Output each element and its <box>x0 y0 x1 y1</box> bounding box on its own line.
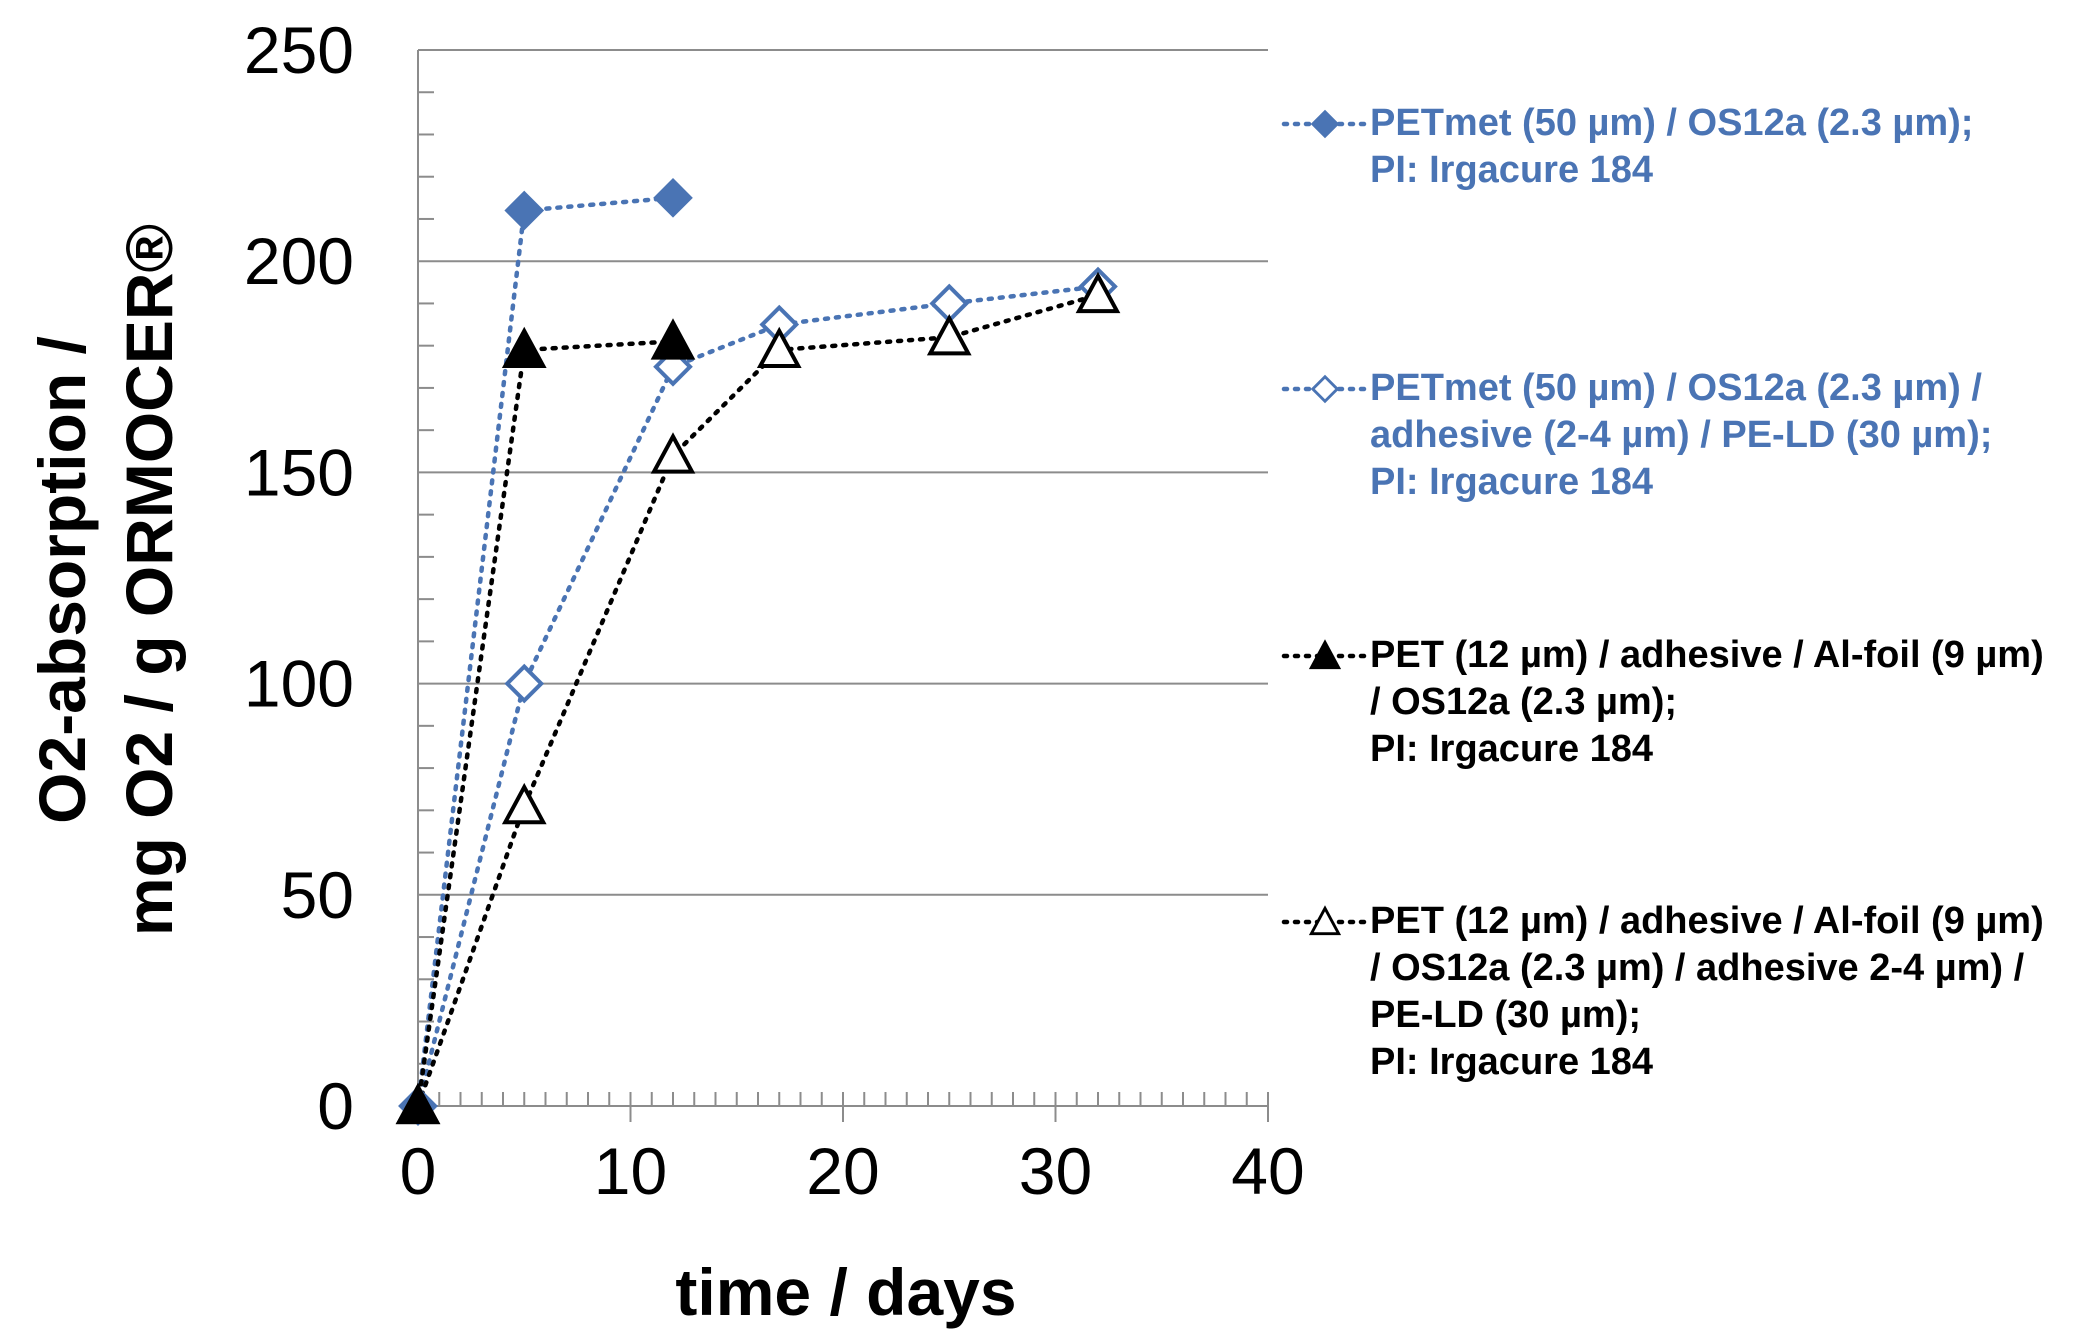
y-axis-title-line1: O2-absorption / <box>25 336 99 824</box>
y-tick-label: 200 <box>244 224 354 298</box>
y-axis-title-line2: mg O2 / g ORMOCER® <box>112 224 186 936</box>
x-axis-title: time / days <box>675 1255 1016 1329</box>
series-line-1 <box>415 195 676 1109</box>
series-1-point <box>653 178 693 218</box>
series-3-point <box>650 318 696 360</box>
legend-label-4: PET (12 µm) / adhesive / Al-foil (9 µm) … <box>1370 900 2044 1083</box>
legend-symbol-1 <box>1281 109 1369 139</box>
series-4-point <box>650 432 696 474</box>
series-3-point <box>395 1082 441 1125</box>
legend-symbol-2 <box>1281 374 1369 404</box>
legend-marker <box>1308 639 1342 670</box>
legend-label-1: PETmet (50 µm) / OS12a (2.3 µm); PI: Irg… <box>1370 102 1974 191</box>
y-tick-label: 250 <box>244 13 354 87</box>
y-tick-label: 50 <box>281 858 354 932</box>
legend-label-2: PETmet (50 µm) / OS12a (2.3 µm) / adhesi… <box>1370 367 1993 503</box>
series-2-point <box>504 663 545 704</box>
legend-marker <box>1310 109 1340 139</box>
tick-labels: 0 50 100 150 200 250 0 10 20 30 40 <box>244 13 1305 1208</box>
series-layer <box>395 178 1121 1126</box>
gridlines <box>418 49 1268 896</box>
x-tick-label: 30 <box>1019 1134 1092 1208</box>
series-line-2 <box>415 284 1101 1109</box>
x-tick-label: 10 <box>594 1134 667 1208</box>
axes <box>417 50 1269 1122</box>
series-line-4 <box>415 292 1101 1109</box>
y-axis-title: O2-absorption / mg O2 / g ORMOCER® <box>25 224 186 936</box>
legend-marker <box>1310 374 1340 404</box>
series-4-point <box>501 782 547 825</box>
legend-label-3: PET (12 µm) / adhesive / Al-foil (9 µm) … <box>1370 634 2044 770</box>
series-4-point <box>926 314 972 356</box>
x-tick-label: 20 <box>806 1134 879 1208</box>
y-tick-label: 0 <box>317 1069 354 1143</box>
y-tick-label: 150 <box>244 435 354 509</box>
y-tick-label: 100 <box>244 647 354 721</box>
x-tick-label: 0 <box>400 1134 437 1208</box>
legend-symbol-4 <box>1281 905 1369 936</box>
series-3-point <box>501 326 547 369</box>
x-tick-label: 40 <box>1231 1134 1304 1208</box>
legend-symbol-3 <box>1281 639 1369 670</box>
legend-marker <box>1308 905 1342 936</box>
series-1-point <box>504 190 545 231</box>
series-4-point <box>1075 271 1121 314</box>
series-4-point <box>756 326 802 369</box>
